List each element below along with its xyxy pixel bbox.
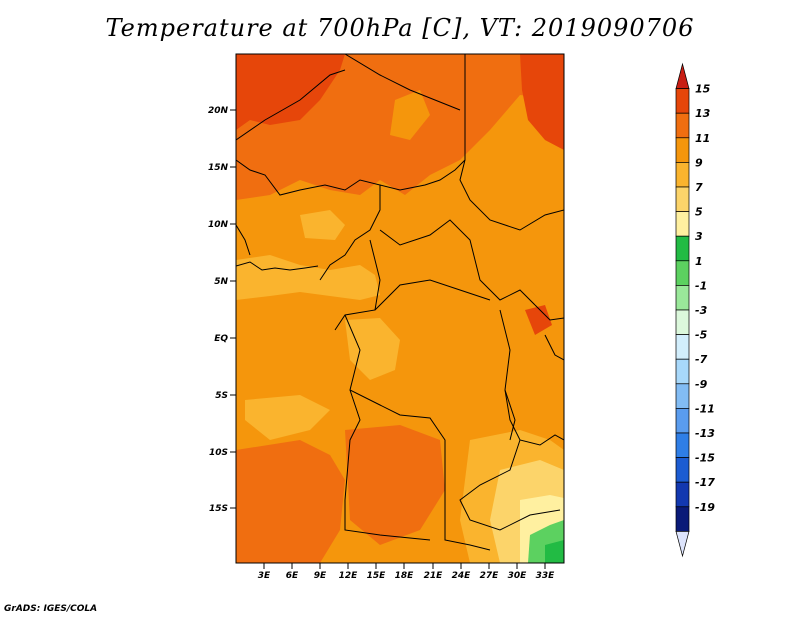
colorbar-label: -9 xyxy=(695,378,708,391)
lon-label: 21E xyxy=(424,571,444,581)
colorbar: 15 13 11 9 7 5 3 1 -1 -3 -5 -7 -9 -11 -13 -15 -17 -19 xyxy=(675,62,715,558)
colorbar-segment xyxy=(675,506,690,532)
lon-label: 15E xyxy=(367,571,387,581)
colorbar-label: 7 xyxy=(695,181,703,194)
colorbar-label: -11 xyxy=(695,402,715,415)
lon-label: 18E xyxy=(395,571,415,581)
map-title: Temperature at 700hPa [C], VT: 201909070… xyxy=(105,14,695,42)
colorbar-label: 13 xyxy=(695,107,711,120)
colorbar-label: 1 xyxy=(695,255,703,268)
colorbar-segment xyxy=(675,383,690,409)
colorbar-label: -13 xyxy=(695,427,715,440)
colorbar-segment xyxy=(675,88,690,114)
colorbar-label: -5 xyxy=(695,329,708,342)
lat-label: 15N xyxy=(208,163,229,173)
lon-label: 33E xyxy=(536,571,556,581)
colorbar-segment xyxy=(675,432,690,458)
colorbar-label: -3 xyxy=(695,304,708,317)
lat-label: EQ xyxy=(214,334,228,344)
lat-label: 10N xyxy=(208,220,229,230)
country-borders xyxy=(236,54,564,551)
lon-label: 3E xyxy=(258,571,271,581)
colorbar-segment xyxy=(675,481,690,508)
colorbar-label: -15 xyxy=(695,452,715,465)
colorbar-label: 11 xyxy=(695,132,710,145)
map-frame xyxy=(235,53,565,564)
colorbar-label: -19 xyxy=(695,501,715,514)
colorbar-segment xyxy=(675,137,690,163)
colorbar-label: 15 xyxy=(695,83,711,96)
colorbar-segment xyxy=(675,186,690,212)
lon-label: 30E xyxy=(508,571,528,581)
colorbar-segment xyxy=(675,408,690,434)
lon-label: 6E xyxy=(286,571,299,581)
colorbar-segment xyxy=(675,62,690,89)
colorbar-segment xyxy=(675,334,690,360)
lon-axis: 3E 6E 9E 12E 15E 18E 21E 24E 27E 30E 33E xyxy=(258,563,555,581)
colorbar-segment xyxy=(675,162,690,188)
lon-label: 24E xyxy=(452,571,472,581)
colorbar-segment xyxy=(675,285,690,311)
colorbar-segment xyxy=(675,457,690,483)
colorbar-segment xyxy=(675,531,690,558)
colorbar-segment xyxy=(675,211,690,237)
lat-label: 10S xyxy=(209,448,228,458)
colorbar-label: -17 xyxy=(695,476,715,489)
lon-label: 27E xyxy=(480,571,500,581)
colorbar-label: 9 xyxy=(695,156,703,169)
colorbar-label: -7 xyxy=(695,353,708,366)
colorbar-segment xyxy=(675,235,690,262)
colorbar-segment xyxy=(675,112,690,139)
colorbar-label: 5 xyxy=(695,206,703,219)
lat-label: 20N xyxy=(208,106,229,116)
colorbar-segment xyxy=(675,309,690,335)
lat-label: 5S xyxy=(215,391,228,401)
credit-text: GrADS: IGES/COLA xyxy=(4,604,98,614)
temperature-field xyxy=(236,54,564,563)
lat-axis: 20N 15N 10N 5N EQ 5S 10S 15S xyxy=(208,106,236,514)
colorbar-segment xyxy=(675,358,690,385)
lat-label: 15S xyxy=(209,504,228,514)
colorbar-label: 3 xyxy=(695,230,703,243)
colorbar-label: -1 xyxy=(695,279,707,292)
colorbar-segment xyxy=(675,260,690,286)
lon-label: 9E xyxy=(314,571,327,581)
lon-label: 12E xyxy=(339,571,359,581)
lat-label: 5N xyxy=(214,277,228,287)
